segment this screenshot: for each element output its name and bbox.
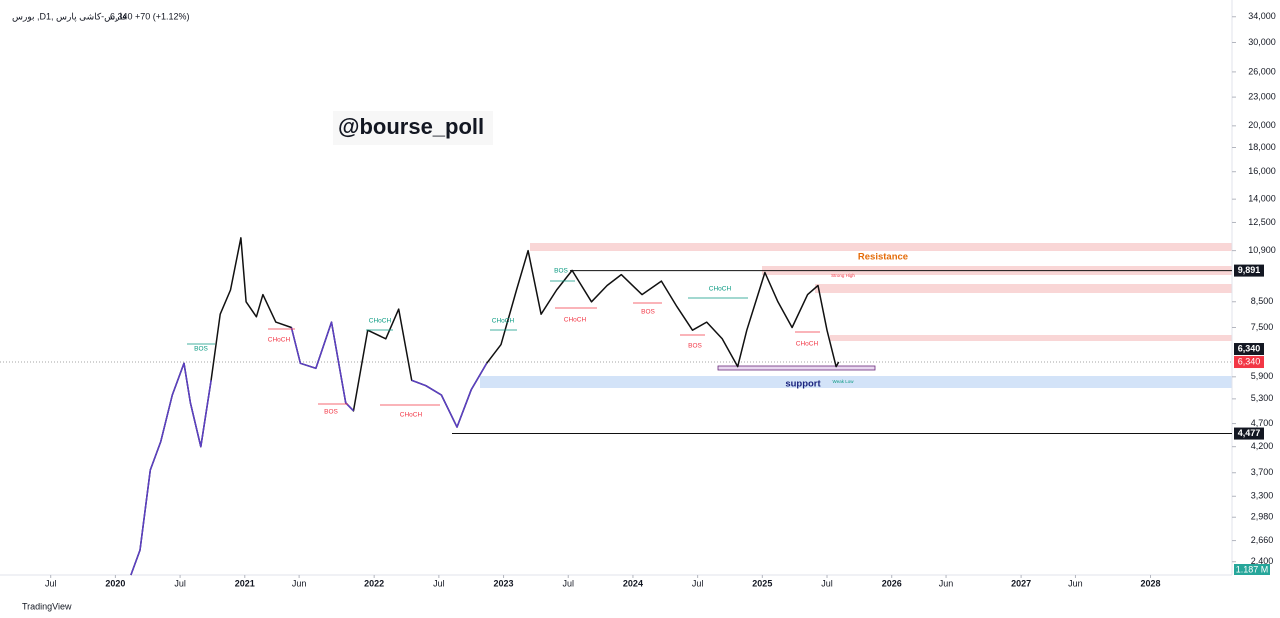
watermark-bg: [333, 111, 493, 145]
x-tick-label: Jul: [433, 578, 445, 588]
price: 6,340: [110, 11, 133, 21]
y-tick-label: 5,300: [1251, 393, 1274, 403]
y-tick-label: 18,000: [1248, 142, 1276, 152]
annotation: BOS: [688, 343, 702, 350]
annotation: CHoCH: [400, 412, 423, 419]
annotation: Weak Low: [833, 379, 855, 384]
x-tick-label: 2021: [235, 578, 255, 588]
annotation: Strong High: [831, 273, 855, 278]
y-tick-label: 3,700: [1251, 467, 1274, 477]
y-tick-label: 12,500: [1248, 217, 1276, 227]
y-tick-label: 20,000: [1248, 120, 1276, 130]
y-tick-label: 34,000: [1248, 11, 1276, 21]
x-tick-label: 2025: [752, 578, 772, 588]
y-tick-label: 2,400: [1251, 556, 1274, 566]
y-tick-label: 23,000: [1248, 91, 1276, 101]
x-tick-label: 2026: [882, 578, 902, 588]
x-tick-label: Jun: [939, 578, 954, 588]
level-label: 9,891: [1238, 265, 1261, 275]
annotation: BOS: [554, 268, 568, 275]
y-tick-label: 3,300: [1251, 491, 1274, 501]
y-tick-label: 5,900: [1251, 371, 1274, 381]
annotation: CHoCH: [369, 318, 392, 325]
y-tick-label: 2,660: [1251, 535, 1274, 545]
resistance-zone: [830, 335, 1232, 341]
annotation: CHoCH: [268, 337, 291, 344]
y-tick-label: 7,500: [1251, 322, 1274, 332]
x-tick-label: 2020: [105, 578, 125, 588]
level-label-bg: [1234, 343, 1264, 356]
level-label-bg: [1234, 264, 1264, 277]
y-tick-label: 26,000: [1248, 66, 1276, 76]
level-label-bg: [1234, 427, 1264, 440]
y-tick-label: 4,200: [1251, 441, 1274, 451]
weak-low-box: [717, 365, 876, 371]
footer: TradingView: [22, 601, 72, 611]
y-tick-label: 8,500: [1251, 296, 1274, 306]
x-tick-label: Jun: [292, 578, 307, 588]
annotation: BOS: [324, 409, 338, 416]
y-tick-label: 10,900: [1248, 245, 1276, 255]
y-tick-label: 2,980: [1251, 512, 1274, 522]
volume-label-bg: [1234, 564, 1270, 575]
annotation: CHoCH: [492, 318, 515, 325]
resistance-zone: [815, 284, 1232, 293]
resistance-zone: [530, 243, 1232, 251]
x-tick-label: Jul: [562, 578, 574, 588]
annotation: Resistance: [858, 252, 908, 263]
annotation: BOS: [641, 309, 655, 316]
x-tick-label: 2028: [1140, 578, 1160, 588]
volume-label: 1.187 M: [1236, 564, 1269, 574]
annotation: CHoCH: [564, 317, 587, 324]
price-line-overlay: [130, 321, 488, 576]
y-tick-label: 16,000: [1248, 166, 1276, 176]
price-line: [130, 237, 840, 576]
x-tick-label: Jul: [692, 578, 704, 588]
x-tick-label: Jul: [45, 578, 57, 588]
level-label: 4,477: [1238, 428, 1261, 438]
last-price-label: 6,340: [1238, 356, 1261, 366]
support-zone: [480, 376, 1232, 388]
x-tick-label: 2024: [623, 578, 643, 588]
level-label: 6,340: [1238, 343, 1261, 353]
y-tick-label: 30,000: [1248, 37, 1276, 47]
annotation: CHoCH: [709, 286, 732, 293]
change: +70 (+1.12%): [135, 11, 190, 21]
x-tick-label: 2027: [1011, 578, 1031, 588]
symbol: بورس ,Dفارس-کاشی پارس ,1: [12, 11, 127, 22]
annotation: CHoCH: [796, 341, 819, 348]
x-tick-label: 2022: [364, 578, 384, 588]
y-tick-label: 4,700: [1251, 418, 1274, 428]
x-tick-label: 2023: [494, 578, 514, 588]
annotation: BOS: [194, 346, 208, 353]
watermark: @bourse_poll: [338, 114, 484, 139]
x-tick-label: Jun: [1068, 578, 1083, 588]
x-tick-label: Jul: [821, 578, 833, 588]
y-tick-label: 14,000: [1248, 194, 1276, 204]
annotation: support: [785, 379, 821, 390]
last-price-bg: [1234, 356, 1264, 369]
x-tick-label: Jul: [174, 578, 186, 588]
